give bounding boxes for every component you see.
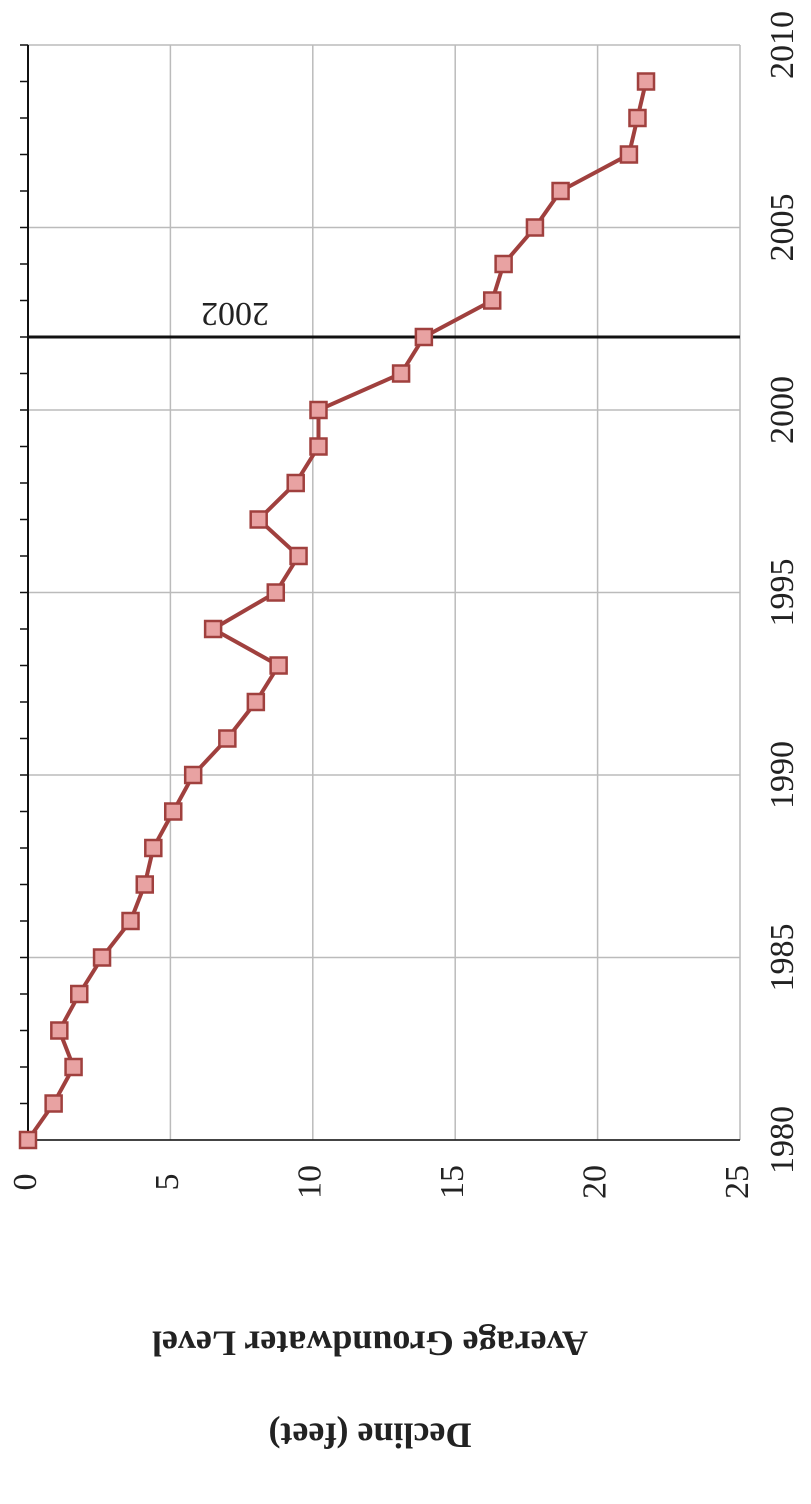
- axis-title: Decline (feet): [269, 1416, 472, 1456]
- data-point: [266, 583, 286, 602]
- data-point: [249, 510, 268, 529]
- y-tick-label: 0: [7, 1174, 44, 1191]
- data-point: [391, 364, 411, 383]
- data-point: [44, 1094, 63, 1113]
- data-point: [183, 765, 203, 785]
- data-point: [286, 473, 305, 493]
- data-point: [70, 984, 89, 1004]
- data-point: [619, 145, 639, 164]
- data-point: [144, 838, 163, 858]
- data-point: [414, 327, 434, 347]
- data-point: [218, 729, 237, 748]
- data-point: [525, 218, 545, 237]
- data-point: [246, 692, 266, 712]
- y-tick-label: 25: [719, 1165, 756, 1199]
- data-point: [628, 108, 647, 128]
- data-point: [50, 1021, 69, 1040]
- data-point: [309, 437, 328, 456]
- data-point: [551, 181, 570, 201]
- x-tick-label: 2000: [764, 376, 801, 444]
- y-tick-label: 5: [149, 1174, 186, 1191]
- data-point: [18, 1130, 38, 1150]
- data-point: [203, 619, 223, 639]
- data-point: [121, 911, 140, 931]
- data-point: [289, 546, 308, 566]
- data-line: [26, 81, 648, 1142]
- data-point: [269, 656, 288, 675]
- data-point: [163, 802, 183, 821]
- y-tick-label: 15: [434, 1165, 471, 1199]
- data-point: [636, 72, 656, 91]
- x-tick-label: 1995: [764, 559, 801, 627]
- reference-label: 2002: [201, 295, 269, 332]
- x-tick-label: 1985: [764, 924, 801, 992]
- data-point: [494, 254, 513, 274]
- y-tick-label: 10: [292, 1165, 329, 1199]
- x-tick-label: 1980: [764, 1106, 801, 1174]
- data-point: [135, 875, 155, 894]
- x-tick-label: 1990: [764, 741, 801, 809]
- x-tick-label: 2010: [764, 11, 801, 79]
- data-point: [482, 291, 502, 310]
- y-tick-label: 20: [576, 1165, 613, 1199]
- data-point: [92, 948, 112, 967]
- data-point: [309, 400, 328, 420]
- x-tick-label: 2005: [764, 194, 801, 262]
- data-point: [64, 1057, 83, 1077]
- axis-title: Average Groundwater Level: [152, 1324, 588, 1364]
